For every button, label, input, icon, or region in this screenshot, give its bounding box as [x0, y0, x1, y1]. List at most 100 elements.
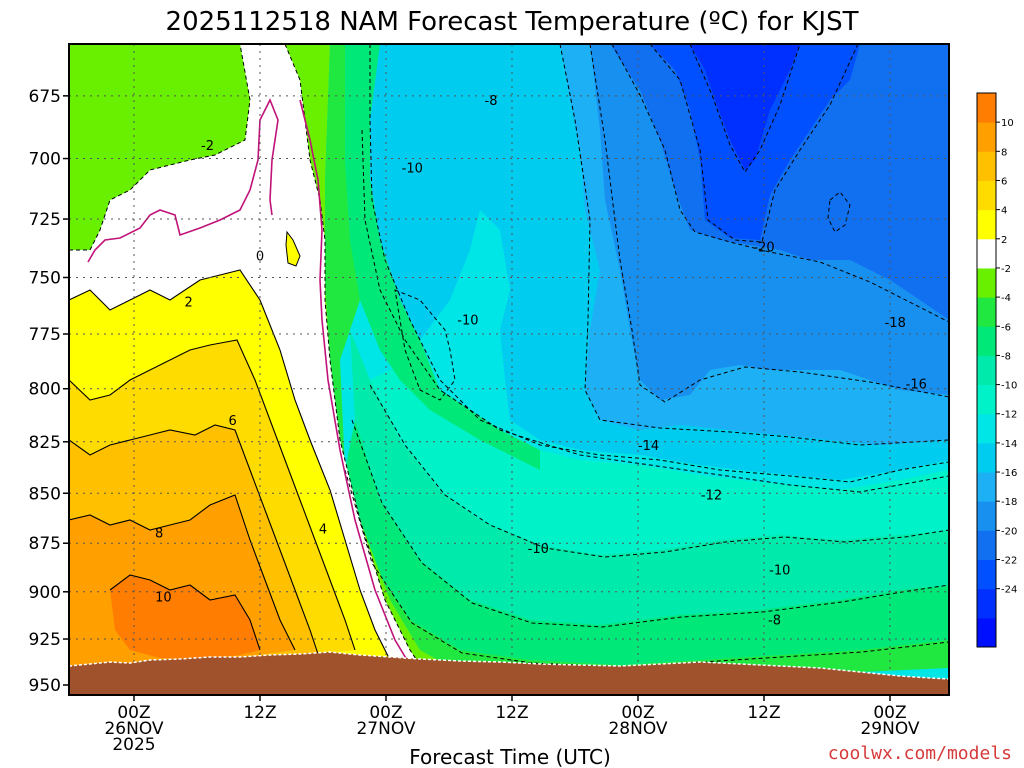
contour-minus8: [369, 44, 949, 483]
colorbar-tick-label: -10: [1001, 381, 1017, 392]
contour-label: 2: [184, 296, 192, 311]
x-tick-label: 12Z: [747, 703, 780, 723]
colorbar-swatch: [977, 501, 996, 531]
band-minus6-to-minus8: [345, 44, 540, 470]
colorbar-tick-label: -22: [1001, 556, 1017, 567]
y-tick-label: 725: [29, 210, 61, 230]
contour-zero-left: [87, 98, 279, 263]
band-minus6-to-minus8-lower: [345, 420, 949, 665]
contour-minus12-blob: [394, 289, 456, 401]
contour-label: 4: [319, 522, 327, 537]
colorbar-swatch: [977, 384, 996, 415]
colorbar-swatch: [977, 355, 996, 386]
terrain-edge: [69, 651, 949, 680]
colorbar: 10 8 6 4 2 -2 -4 -6 -8 -10 -12 -14 -16 -18 -20 -22 -24: [976, 92, 1017, 648]
warm-pocket: [285, 230, 301, 267]
colorbar-swatch: [977, 151, 996, 181]
colorbar-tick-label: -16: [1001, 468, 1017, 479]
colorbar-swatch: [977, 297, 996, 327]
x-axis-label: Forecast Time (UTC): [409, 745, 611, 768]
contour-minus12: [559, 44, 949, 446]
colorbar-swatch: [977, 209, 996, 240]
contour-label: 8: [155, 526, 163, 541]
pressure-axis: 675 700 725 750 775 800 825 850 875 900 925 950: [29, 87, 69, 696]
contour-label: -10: [769, 564, 790, 579]
colorbar-tick-label: -8: [1001, 351, 1011, 362]
colorbar-tick-label: -2: [1001, 264, 1011, 275]
contour-plus6: [69, 424, 321, 661]
colorbar-tick-label: -12: [1001, 410, 1017, 421]
contour-minus10-lower: [369, 384, 949, 558]
colorbar-tick-label: -24: [1001, 585, 1017, 596]
colorbar-swatch: [977, 442, 996, 473]
colorbar-tick-label: 2: [1001, 235, 1007, 246]
contour-plus4: [69, 339, 356, 651]
positive-contours: [69, 269, 391, 661]
band-below-minus22: [690, 44, 800, 170]
contour-minus22-blob: [827, 191, 851, 233]
y-tick-label: 800: [29, 380, 61, 400]
contour-minus18: [649, 44, 859, 243]
y-tick-label: 925: [29, 630, 61, 650]
contour-label: -10: [457, 314, 478, 329]
band-minus10-to-minus12-lower: [370, 360, 949, 555]
colorbar-tick-label: 6: [1001, 176, 1007, 187]
colorbar-swatch: [977, 180, 996, 211]
contour-minus10: [361, 129, 949, 493]
contour-lines: [69, 44, 949, 695]
colorbar-tick-label: -6: [1001, 322, 1011, 333]
contour-label: 0: [256, 250, 264, 265]
y-tick-label: 700: [29, 150, 61, 170]
colorbar-tick-label: -18: [1001, 497, 1017, 508]
colorbar-swatch: [977, 588, 996, 619]
contour-label: -10: [402, 161, 423, 176]
chart-title: 2025112518 NAM Forecast Temperature (ºC)…: [166, 7, 859, 37]
colorbar-swatch: [977, 122, 996, 152]
colorbar-swatch: [977, 238, 996, 269]
colorbar-swatch: [977, 267, 996, 298]
contour-minus14: [589, 44, 949, 403]
colorbar-swatch: [977, 559, 996, 590]
contour-label: 6: [229, 414, 237, 429]
y-tick-label: 850: [29, 484, 61, 504]
colorbar-swatch: [977, 326, 996, 356]
colorbar-frame: [976, 92, 997, 648]
x-tick-label: 00Z: [369, 703, 402, 723]
y-tick-label: 950: [29, 676, 61, 696]
contour-label: -12: [701, 488, 722, 503]
colorbar-swatch: [977, 472, 996, 502]
colorbar-tick-label: 8: [1001, 147, 1007, 158]
contour-label: -14: [638, 439, 659, 454]
contour-label: -16: [906, 377, 927, 392]
contour-label: -8: [768, 613, 781, 628]
x-tick-label: 27NOV: [356, 719, 415, 739]
y-tick-label: 875: [29, 534, 61, 554]
contour-label: -20: [753, 240, 774, 255]
contour-label: 10: [155, 591, 172, 606]
colorbar-swatch: [977, 413, 996, 444]
terrain: [69, 652, 949, 695]
temperature-fields: [69, 44, 949, 695]
x-tick-label: 00Z: [873, 703, 906, 723]
x-tick-label: 29NOV: [860, 719, 919, 739]
contour-label: -18: [885, 316, 906, 331]
band-minus2-to-minus4-top: [69, 44, 250, 250]
colorbar-swatch: [977, 93, 996, 123]
credit-link[interactable]: coolwx.com/models: [828, 743, 1012, 764]
colorbar-swatch: [977, 617, 996, 648]
contour-zero-right: [299, 99, 411, 666]
x-tick-label: 12Z: [495, 703, 528, 723]
y-tick-label: 825: [29, 433, 61, 453]
colorbar-tick-label: -4: [1001, 293, 1011, 304]
x-tick-label: 28NOV: [608, 719, 667, 739]
plot-frame: [68, 43, 950, 696]
colorbar-tick-label: -14: [1001, 439, 1017, 450]
contour-plus2: [69, 269, 391, 661]
x-tick-label: 2025: [112, 735, 155, 755]
contour-minus16: [611, 44, 949, 323]
colorbar-tick-label: -20: [1001, 526, 1017, 537]
